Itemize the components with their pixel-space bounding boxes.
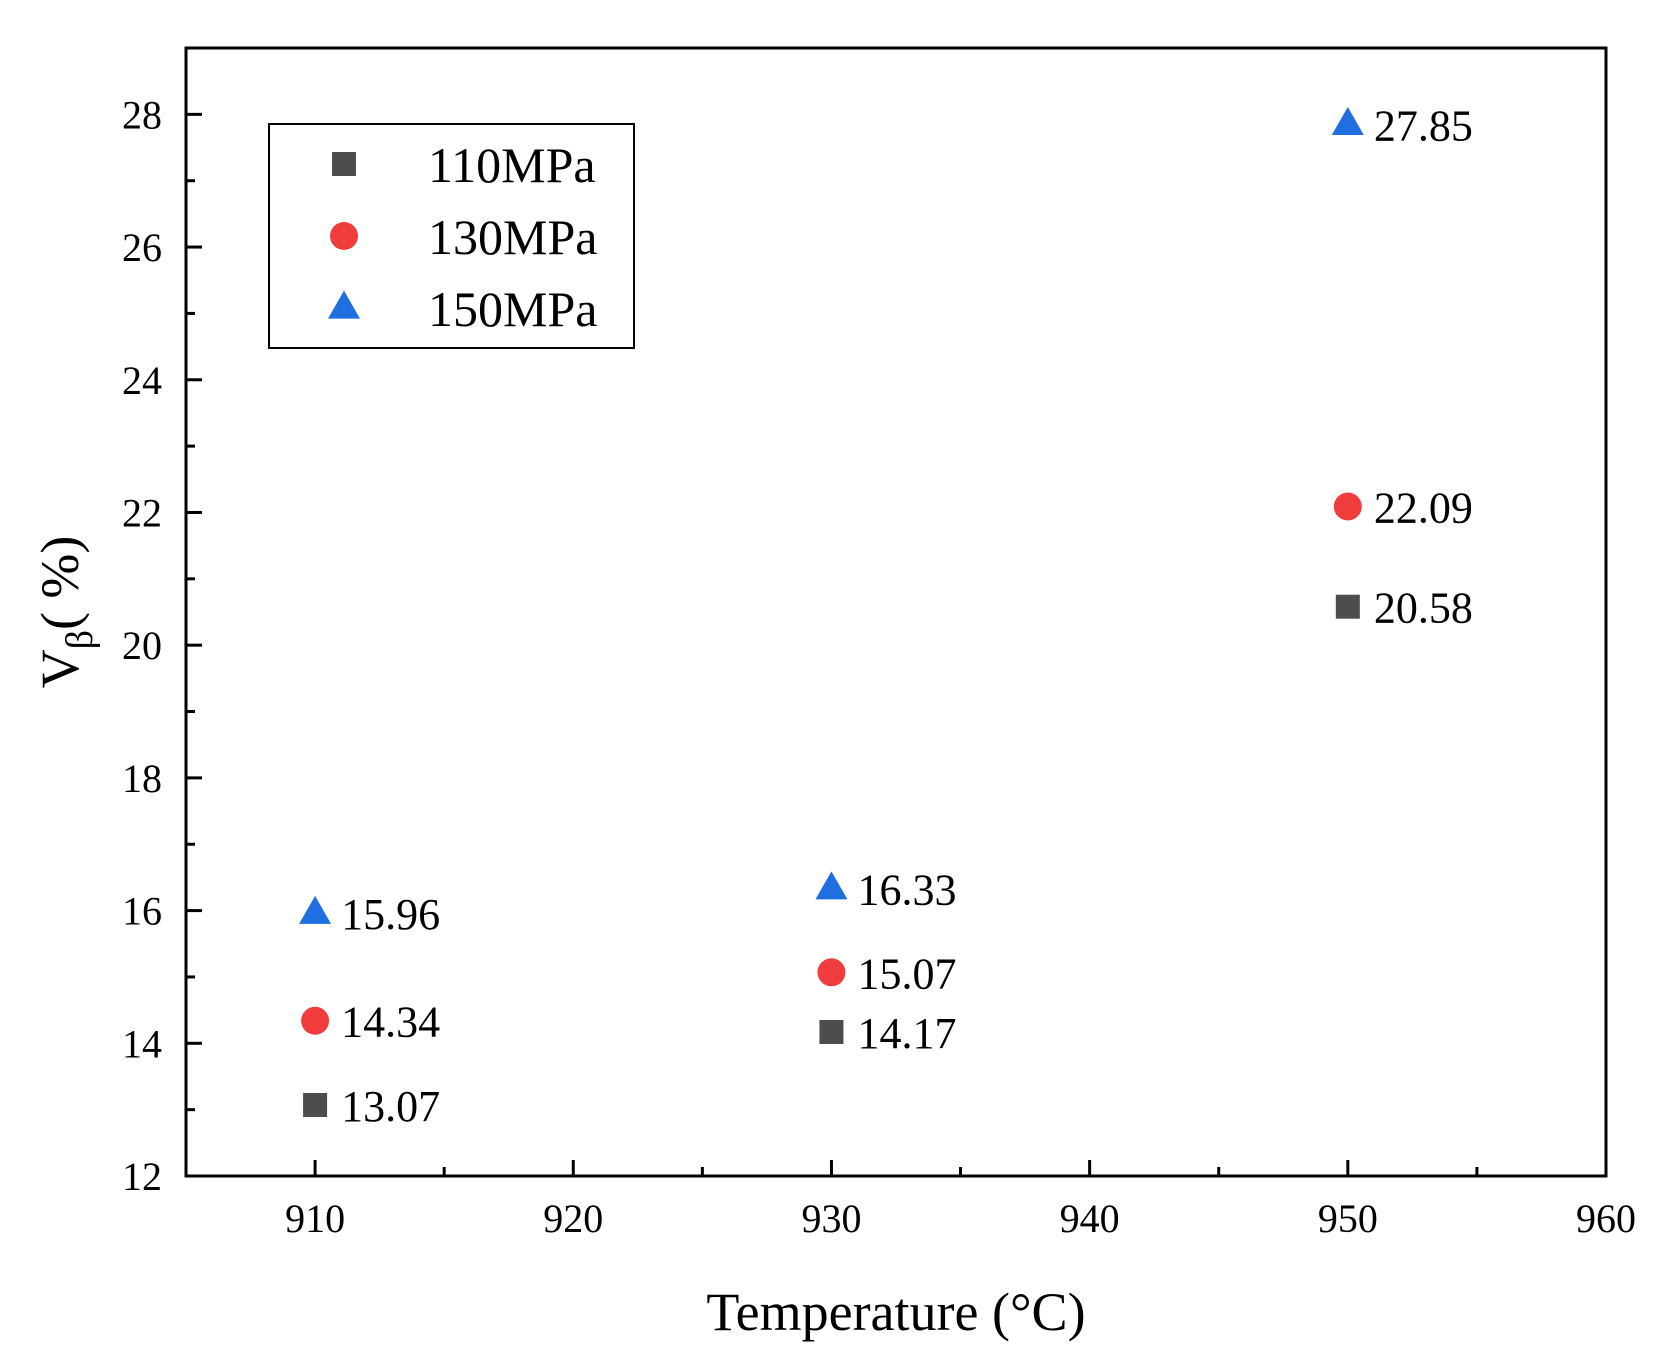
data-point-square: [819, 1020, 844, 1045]
data-label: 15.07: [857, 949, 956, 998]
series-150MPa: 15.96 16.33 27.85: [299, 101, 1473, 939]
data-point-circle: [301, 1006, 330, 1035]
legend-marker-circle: [330, 222, 358, 250]
data-points: 13.07 14.17 20.58 14.34 15.07 22.09 15.96 16.33…: [299, 101, 1473, 1131]
y-tick-label: 22: [122, 490, 162, 535]
data-point-triangle: [1331, 106, 1364, 135]
x-tick-label: 920: [543, 1196, 603, 1241]
x-tick-label: 940: [1060, 1196, 1120, 1241]
x-axis: 910 920 930 940 950 960: [184, 1160, 1636, 1241]
legend-label: 110MPa: [428, 137, 596, 193]
legend-box: [268, 123, 635, 349]
series-110MPa: 13.07 14.17 20.58: [303, 584, 1473, 1131]
y-axis-title-main: V: [30, 649, 90, 688]
y-tick-label: 18: [122, 756, 162, 801]
data-point-square: [1335, 594, 1360, 619]
data-point-circle: [1333, 492, 1362, 521]
data-label: 14.34: [341, 998, 440, 1047]
y-tick-label: 14: [122, 1021, 162, 1066]
data-label: 16.33: [857, 866, 956, 915]
legend-marker-triangle: [328, 290, 360, 319]
y-tick-label: 28: [122, 92, 162, 137]
y-tick-label: 16: [122, 889, 162, 934]
plot-frame: [184, 46, 1608, 1178]
y-axis: 12 14 16 18 20 22 24 26 28: [122, 46, 202, 1199]
legend: 110MPa 130MPa 150MPa: [268, 123, 635, 349]
data-label: 15.96: [341, 890, 440, 939]
y-axis-title-unit: ( %): [30, 536, 90, 630]
y-tick-label: 12: [122, 1154, 162, 1199]
data-label: 13.07: [341, 1082, 440, 1131]
legend-item-110MPa: 110MPa: [332, 137, 596, 193]
y-tick-label: 26: [122, 225, 162, 270]
x-tick-label: 950: [1318, 1196, 1378, 1241]
y-axis-title-subscript: β: [59, 630, 101, 649]
x-tick-label: 960: [1576, 1196, 1636, 1241]
data-label: 22.09: [1374, 483, 1473, 532]
data-point-square: [303, 1093, 328, 1118]
y-tick-label: 20: [122, 623, 162, 668]
data-label: 27.85: [1374, 101, 1473, 150]
data-label: 20.58: [1374, 584, 1473, 633]
y-tick-label: 24: [122, 358, 162, 403]
legend-item-130MPa: 130MPa: [330, 209, 597, 265]
y-axis-title: Vβ( %): [30, 536, 101, 689]
x-axis-title: Temperature (°C): [706, 1282, 1085, 1342]
data-point-circle: [817, 958, 846, 987]
data-label: 14.17: [857, 1009, 956, 1058]
data-point-triangle: [299, 895, 332, 924]
series-130MPa: 14.34 15.07 22.09: [301, 483, 1473, 1047]
legend-label: 130MPa: [428, 209, 597, 265]
x-tick-label: 910: [285, 1196, 345, 1241]
legend-label: 150MPa: [428, 281, 597, 337]
legend-marker-square: [332, 152, 356, 176]
data-point-triangle: [815, 871, 848, 900]
x-tick-label: 930: [801, 1196, 861, 1241]
legend-item-150MPa: 150MPa: [328, 281, 597, 337]
